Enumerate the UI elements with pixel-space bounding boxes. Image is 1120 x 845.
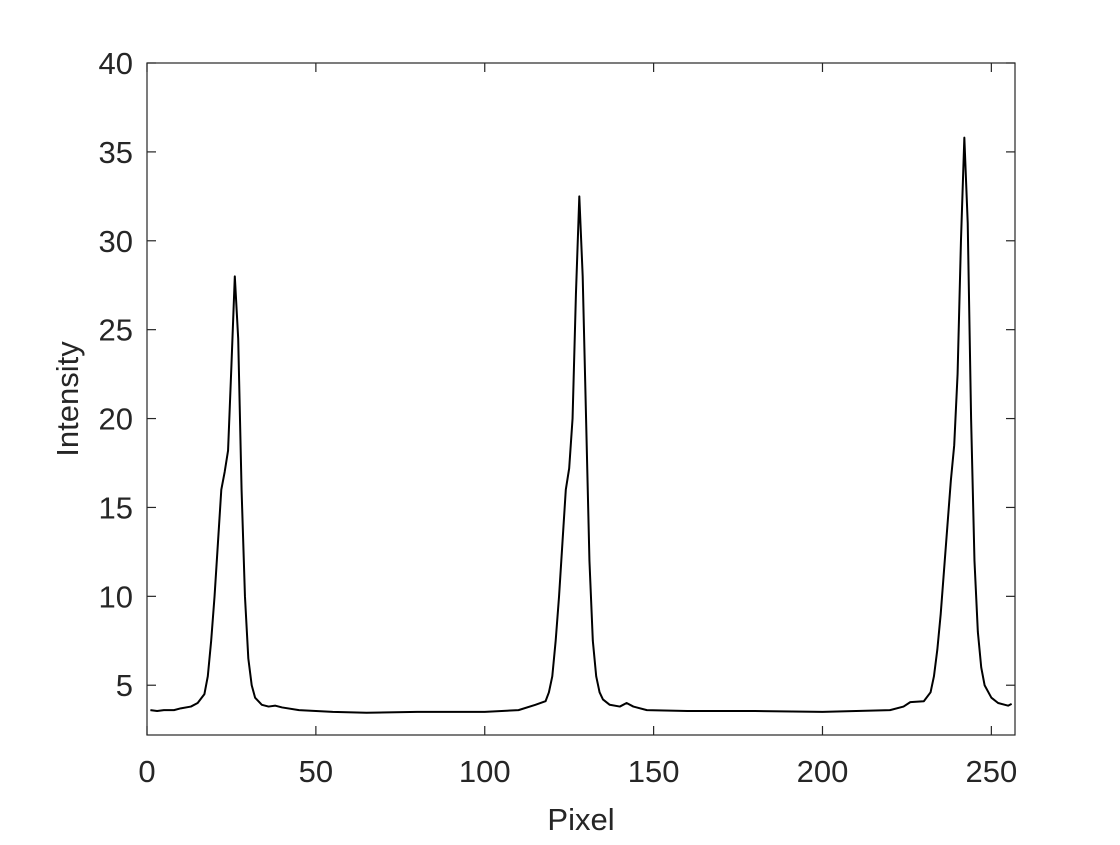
y-tick-label: 25 xyxy=(99,313,133,348)
y-tick-label: 5 xyxy=(116,668,133,703)
y-axis-label: Intensity xyxy=(50,341,85,457)
axes-box xyxy=(146,62,1016,736)
x-tick-label: 250 xyxy=(965,754,1017,789)
x-tick-label: 50 xyxy=(299,754,333,789)
y-tick-label: 30 xyxy=(99,224,133,259)
x-axis-label: Pixel xyxy=(547,802,614,837)
x-tick-label: 100 xyxy=(459,754,511,789)
y-tick-label: 10 xyxy=(99,579,133,614)
y-tick-label: 40 xyxy=(99,46,133,81)
x-tick-label: 150 xyxy=(628,754,680,789)
x-tick-label: 200 xyxy=(797,754,849,789)
y-tick-label: 20 xyxy=(99,402,133,437)
y-tick-label: 15 xyxy=(99,490,133,525)
data-line xyxy=(150,136,1013,714)
y-tick-label: 35 xyxy=(99,135,133,170)
x-tick-label: 0 xyxy=(138,754,155,789)
